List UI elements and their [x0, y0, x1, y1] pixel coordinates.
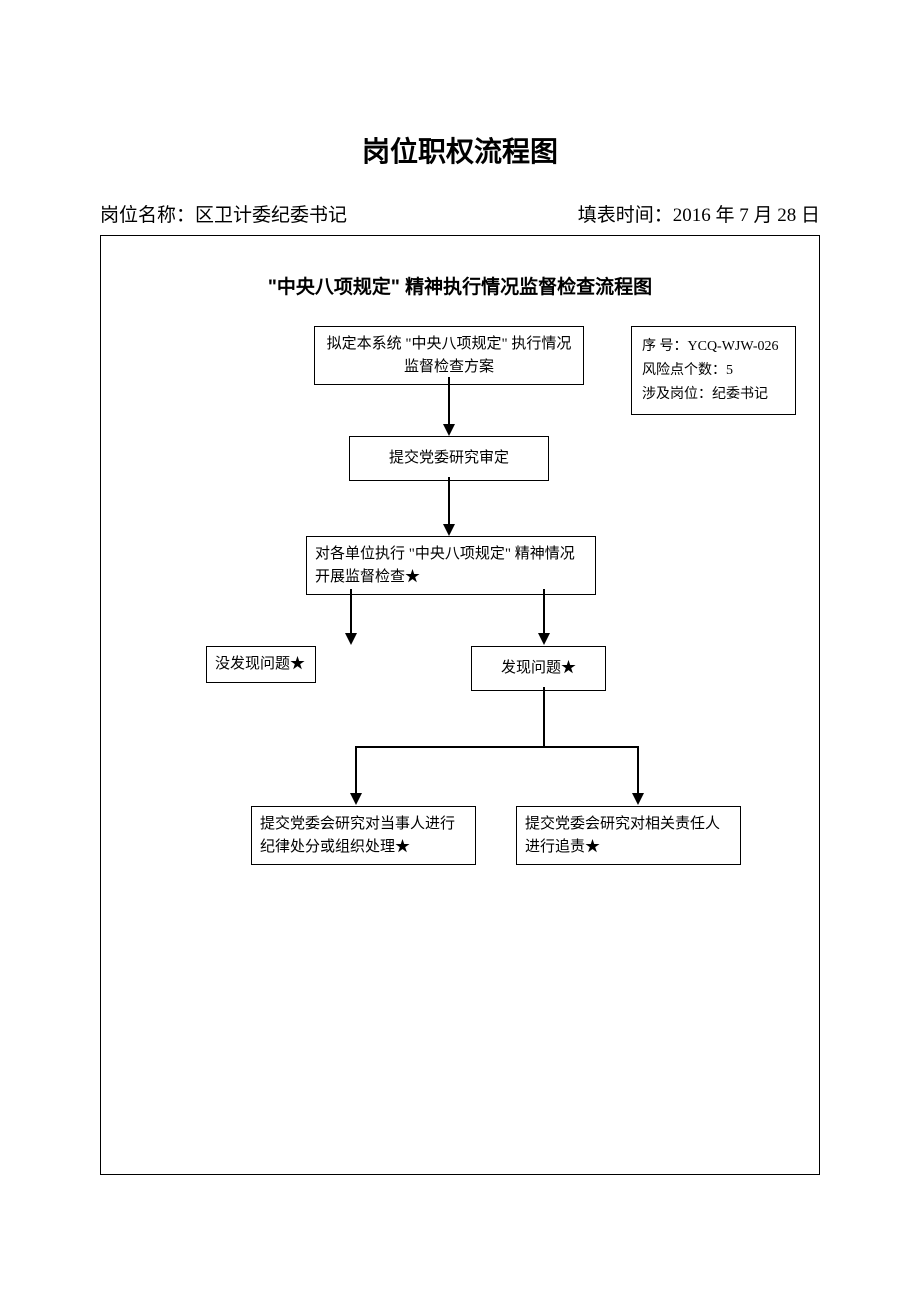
- arrow-line: [355, 746, 357, 794]
- arrow-line: [637, 746, 639, 794]
- position-value: 区卫计委纪委书记: [195, 205, 347, 226]
- flowchart-node-discipline: 提交党委会研究对当事人进行纪律处分或组织处理★: [251, 806, 476, 865]
- info-position-label: 涉及岗位：: [642, 387, 712, 402]
- arrow-head-icon: [443, 424, 455, 436]
- arrow-head-icon: [632, 793, 644, 805]
- flowchart-node-issue-found: 发现问题★: [471, 646, 606, 691]
- arrow-line: [350, 589, 352, 634]
- flowchart-node-submit-review: 提交党委研究审定: [349, 436, 549, 481]
- flowchart-node-no-issue: 没发现问题★: [206, 646, 316, 683]
- arrow-head-icon: [538, 633, 550, 645]
- flowchart-node-inspection: 对各单位执行 "中央八项规定" 精神情况开展监督检查★: [306, 536, 596, 595]
- flowchart-node-accountability: 提交党委会研究对相关责任人进行追责★: [516, 806, 741, 865]
- arrow-line: [448, 477, 450, 525]
- header-date: 填表时间：2016 年 7 月 28 日: [578, 200, 820, 227]
- info-risk-label: 风险点个数：: [642, 363, 726, 378]
- arrow-line: [543, 687, 545, 747]
- flowchart-container: "中央八项规定" 精神执行情况监督检查流程图 序 号：YCQ-WJW-026 风…: [100, 235, 820, 1175]
- header-position: 岗位名称：区卫计委纪委书记: [100, 200, 578, 227]
- arrow-head-icon: [350, 793, 362, 805]
- info-box: 序 号：YCQ-WJW-026 风险点个数：5 涉及岗位：纪委书记: [631, 326, 796, 415]
- date-label: 填表时间：: [578, 205, 673, 226]
- info-risk-value: 5: [726, 363, 733, 378]
- arrow-line: [448, 377, 450, 425]
- page-title: 岗位职权流程图: [0, 0, 920, 170]
- date-value: 2016 年 7 月 28 日: [673, 205, 820, 226]
- arrow-line: [543, 589, 545, 634]
- info-serial: 序 号：YCQ-WJW-026: [642, 335, 785, 359]
- connector-line: [355, 746, 639, 748]
- arrow-head-icon: [443, 524, 455, 536]
- info-serial-label: 序 号：: [642, 339, 688, 354]
- info-serial-value: YCQ-WJW-026: [688, 339, 779, 354]
- info-risk: 风险点个数：5: [642, 359, 785, 383]
- position-label: 岗位名称：: [100, 205, 195, 226]
- header-row: 岗位名称：区卫计委纪委书记 填表时间：2016 年 7 月 28 日: [100, 200, 820, 227]
- info-position: 涉及岗位：纪委书记: [642, 383, 785, 407]
- info-position-value: 纪委书记: [712, 387, 768, 402]
- flowchart-title: "中央八项规定" 精神执行情况监督检查流程图: [101, 272, 819, 299]
- arrow-head-icon: [345, 633, 357, 645]
